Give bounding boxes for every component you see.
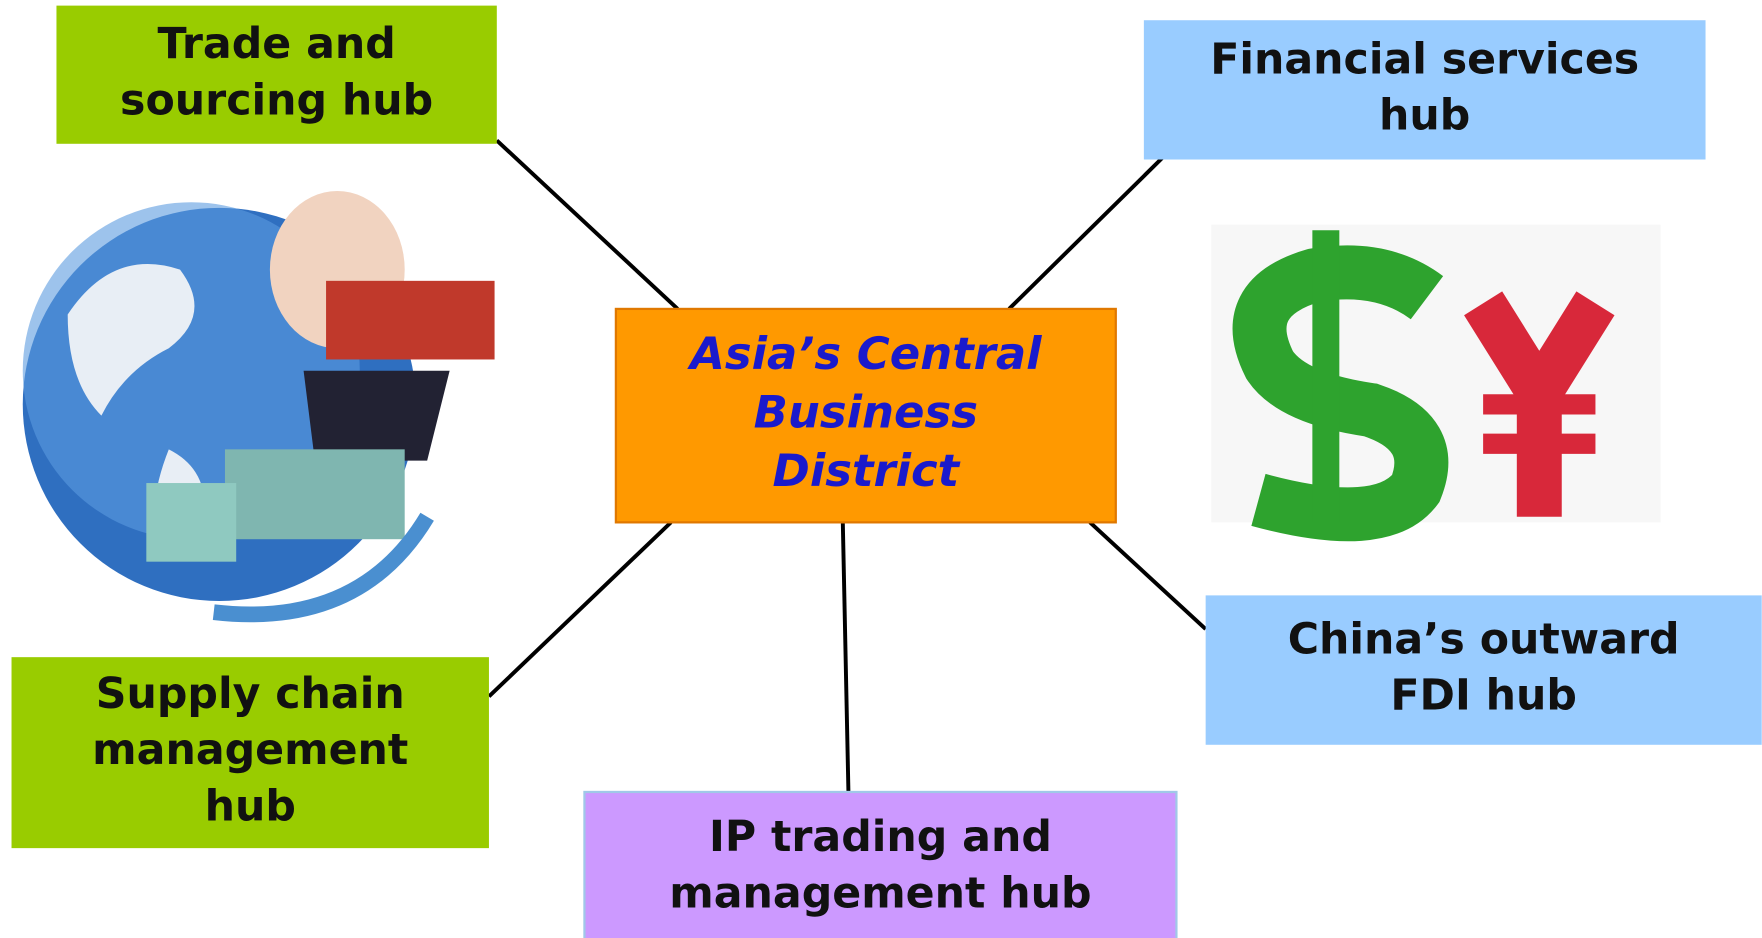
node-label: China’s outward — [1288, 614, 1680, 664]
truck — [225, 449, 405, 539]
node-label: hub — [1379, 90, 1470, 140]
connector — [497, 140, 678, 309]
connector — [489, 522, 671, 696]
truck-cab — [146, 483, 236, 562]
connector — [843, 522, 849, 792]
node-label: FDI hub — [1390, 671, 1577, 721]
node-label: District — [773, 444, 961, 497]
node: Financial services hub — [1144, 20, 1706, 159]
node-label: sourcing hub — [120, 75, 433, 125]
train — [326, 281, 495, 360]
node-label: management — [92, 725, 408, 775]
node-label: IP trading and — [709, 812, 1052, 862]
node: IP trading and management hub — [584, 792, 1176, 938]
node-label: management hub — [669, 868, 1091, 918]
diagram: Trade and sourcing hub Financial services h… — [0, 0, 1762, 938]
currency-illustration — [1211, 225, 1660, 523]
node-label: Business — [754, 386, 978, 439]
node: Trade and sourcing hub — [56, 6, 496, 144]
node-label: Financial services — [1210, 34, 1639, 84]
ship — [304, 371, 450, 461]
node: Supply chain management hub — [12, 657, 489, 848]
node-label: hub — [205, 781, 296, 831]
node-label: Trade and — [157, 19, 395, 69]
node-label: Asia’s Central — [687, 327, 1042, 380]
node: China’s outward FDI hub — [1206, 595, 1762, 744]
connector — [1090, 522, 1206, 629]
connector — [1009, 157, 1163, 309]
node-label: Supply chain — [96, 669, 405, 719]
globe-illustration — [23, 191, 495, 614]
